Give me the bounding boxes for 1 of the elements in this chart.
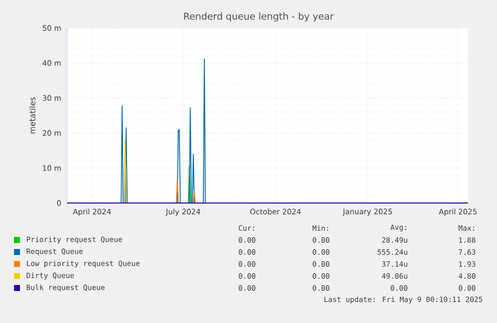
chart-title: Renderd queue length - by year [184, 12, 334, 22]
